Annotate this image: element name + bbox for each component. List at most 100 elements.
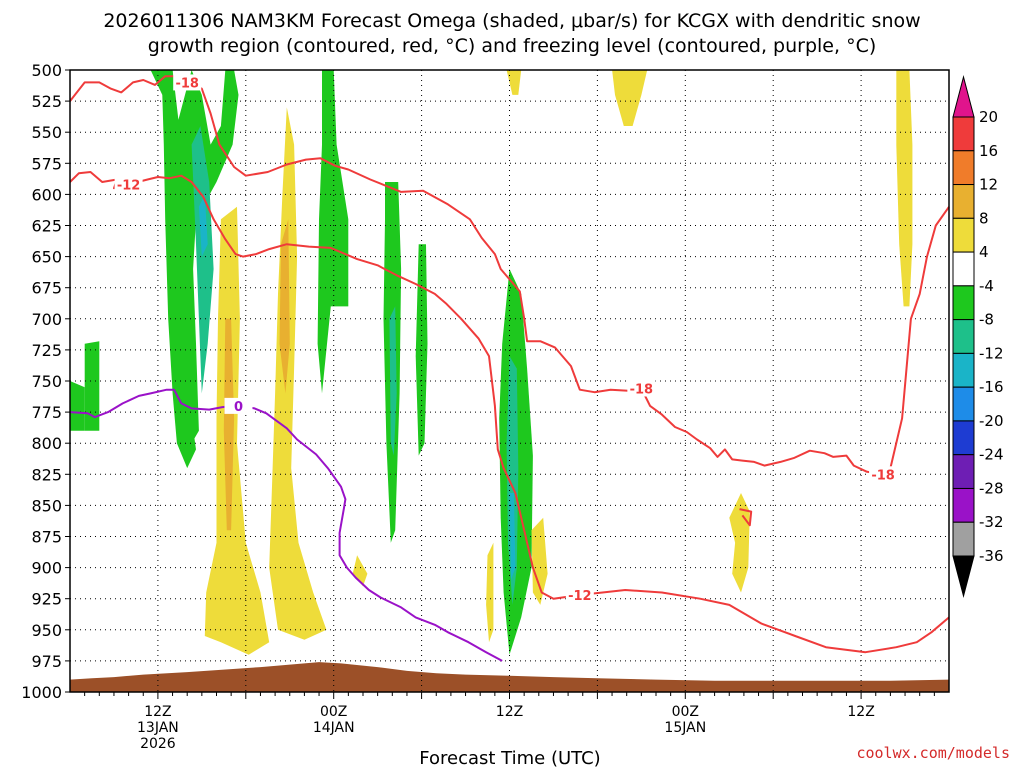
colorbar-segment-13: [952, 521, 975, 557]
colorbar-label-8: -16: [979, 378, 1004, 396]
y-tick-label-1000: 1000: [21, 683, 62, 702]
colorbar-label-7: -12: [979, 344, 1004, 362]
x-tick-label-6-1: 12Z: [144, 704, 171, 720]
ground-surface: [70, 662, 949, 692]
x-tick-label-18-1: 00Z: [320, 704, 347, 720]
colorbar-segment-5: [952, 251, 975, 287]
omega-region-cyan-core-12z: [506, 356, 519, 605]
x-tick-label-18-2: 14JAN: [313, 720, 355, 736]
y-tick-label-625: 625: [31, 217, 62, 236]
omega-region-yellow-right-col: [896, 70, 913, 307]
y-tick-label-925: 925: [31, 590, 62, 609]
colorbar-segment-8: [952, 352, 975, 388]
omega-region-cyan-core-left: [191, 126, 214, 394]
grid-layer: [70, 70, 949, 692]
omega-region-cyan-core-mid2: [389, 306, 397, 456]
contour-dgz-minus18-upper: [69, 75, 950, 476]
contour-freezing-level-0C: [69, 388, 503, 662]
x-tick-label-6-3: 2026: [140, 736, 176, 752]
contour-label-zero-bg: [224, 397, 253, 414]
omega-region-yellow-12z-right: [531, 517, 548, 605]
colorbar: 20 16 12 8 4 -4 -8 -12 -16 -20 -24 -28 -32 -36: [952, 75, 1004, 598]
x-tick-label-42-2: 15JAN: [664, 720, 706, 736]
y-tick-label-950: 950: [31, 621, 62, 640]
x-tick-label-30-1: 12Z: [496, 704, 523, 720]
contour-label-minus18-c: -18: [871, 468, 895, 483]
omega-region-yellow-12z-left: [486, 542, 494, 643]
y-tick-label-775: 775: [31, 403, 62, 422]
y-tick-label-500: 500: [31, 61, 62, 80]
colorbar-label-5: -4: [979, 277, 994, 295]
contour-label-minus18-b: -18: [630, 382, 654, 397]
y-tick-label-725: 725: [31, 341, 62, 360]
colorbar-label-2: 12: [979, 176, 998, 194]
contour-dgz-minus12-upper: [69, 171, 950, 654]
colorbar-label-6: -8: [979, 311, 994, 329]
colorbar-segment-11: [952, 454, 975, 489]
omega-region-green-col-left: [150, 70, 239, 444]
y-tick-label-550: 550: [31, 123, 62, 142]
y-tick-label-525: 525: [31, 92, 62, 111]
y-tick-label-900: 900: [31, 559, 62, 578]
x-tick-label-54-1: 12Z: [847, 704, 874, 720]
terrain-layer: [70, 662, 949, 692]
contour-label-minus18-a: -18: [175, 76, 199, 91]
colorbar-segment-7: [952, 319, 975, 354]
omega-region-green-col-left-low: [172, 393, 196, 469]
colorbar-segment-4: [952, 217, 975, 253]
omega-region-green-col-mid: [317, 70, 349, 394]
omega-region-green-col-mid3: [415, 244, 428, 456]
contour-label-minus12-b-bg: [565, 586, 594, 603]
x-tick-label-42-1: 00Z: [672, 704, 699, 720]
colorbar-label-12: -32: [979, 513, 1004, 531]
y-axis: 500 525 550 575 600 625 650 675 700 725 750 775 800 8…: [21, 61, 70, 702]
contour-label-minus18-a-bg: [173, 74, 202, 91]
y-tick-label-700: 700: [31, 310, 62, 329]
y-tick-label-975: 975: [31, 652, 62, 671]
colorbar-label-0: 20: [979, 108, 998, 126]
colorbar-label-3: 8: [979, 209, 989, 227]
colorbar-segment-6: [952, 285, 975, 321]
contour-label-minus12-b: -12: [568, 589, 592, 604]
omega-region-orange-core-2: [279, 219, 290, 394]
y-tick-label-875: 875: [31, 528, 62, 547]
contour-label-minus12-a: -12: [117, 178, 141, 193]
colorbar-segment-10: [952, 420, 975, 456]
contour-label-layer: -18 -18 -18 -12 -12 0: [114, 74, 898, 604]
colorbar-label-9: -20: [979, 412, 1004, 430]
colorbar-segment-12: [952, 487, 975, 523]
y-tick-label-600: 600: [31, 185, 62, 204]
colorbar-label-1: 16: [979, 142, 998, 160]
colorbar-bottom-triangle: [952, 555, 975, 598]
y-tick-label-825: 825: [31, 465, 62, 484]
omega-region-orange-core-1: [223, 318, 235, 531]
x-tick-label-6-2: 13JAN: [137, 720, 179, 736]
colorbar-segment-9: [952, 386, 975, 422]
y-tick-label-750: 750: [31, 372, 62, 391]
contour-dgz-minus12-loop: [739, 508, 753, 527]
credit-text: coolwx.com/models: [856, 744, 1010, 762]
contour-label-minus18-b-bg: [627, 380, 656, 397]
colorbar-segment-2: [952, 150, 975, 186]
omega-region-teal-core-12z: [509, 493, 516, 580]
colorbar-label-4: 4: [979, 243, 989, 261]
colorbar-label-10: -24: [979, 446, 1004, 464]
omega-region-yellow-top-38: [612, 70, 648, 126]
y-tick-label-850: 850: [31, 496, 62, 515]
omega-region-yellow-top-30: [506, 70, 522, 95]
colorbar-top-triangle: [952, 75, 975, 118]
omega-region-yellow-small-900: [352, 555, 368, 587]
contour-label-minus18-c-bg: [869, 466, 898, 483]
y-tick-label-650: 650: [31, 248, 62, 267]
omega-region-green-edge-bar2: [84, 341, 100, 431]
contour-label-minus12-a-bg: [114, 176, 143, 193]
chart-title-line1: 2026011306 NAM3KM Forecast Omega (shaded…: [103, 10, 920, 32]
x-axis-label: Forecast Time (UTC): [419, 748, 600, 768]
omega-region-green-edge-bar: [70, 381, 85, 431]
contour-layer: [69, 75, 950, 662]
omega-region-teal-core-left: [198, 194, 208, 257]
y-tick-label-675: 675: [31, 279, 62, 298]
colorbar-label-13: -36: [979, 547, 1004, 565]
